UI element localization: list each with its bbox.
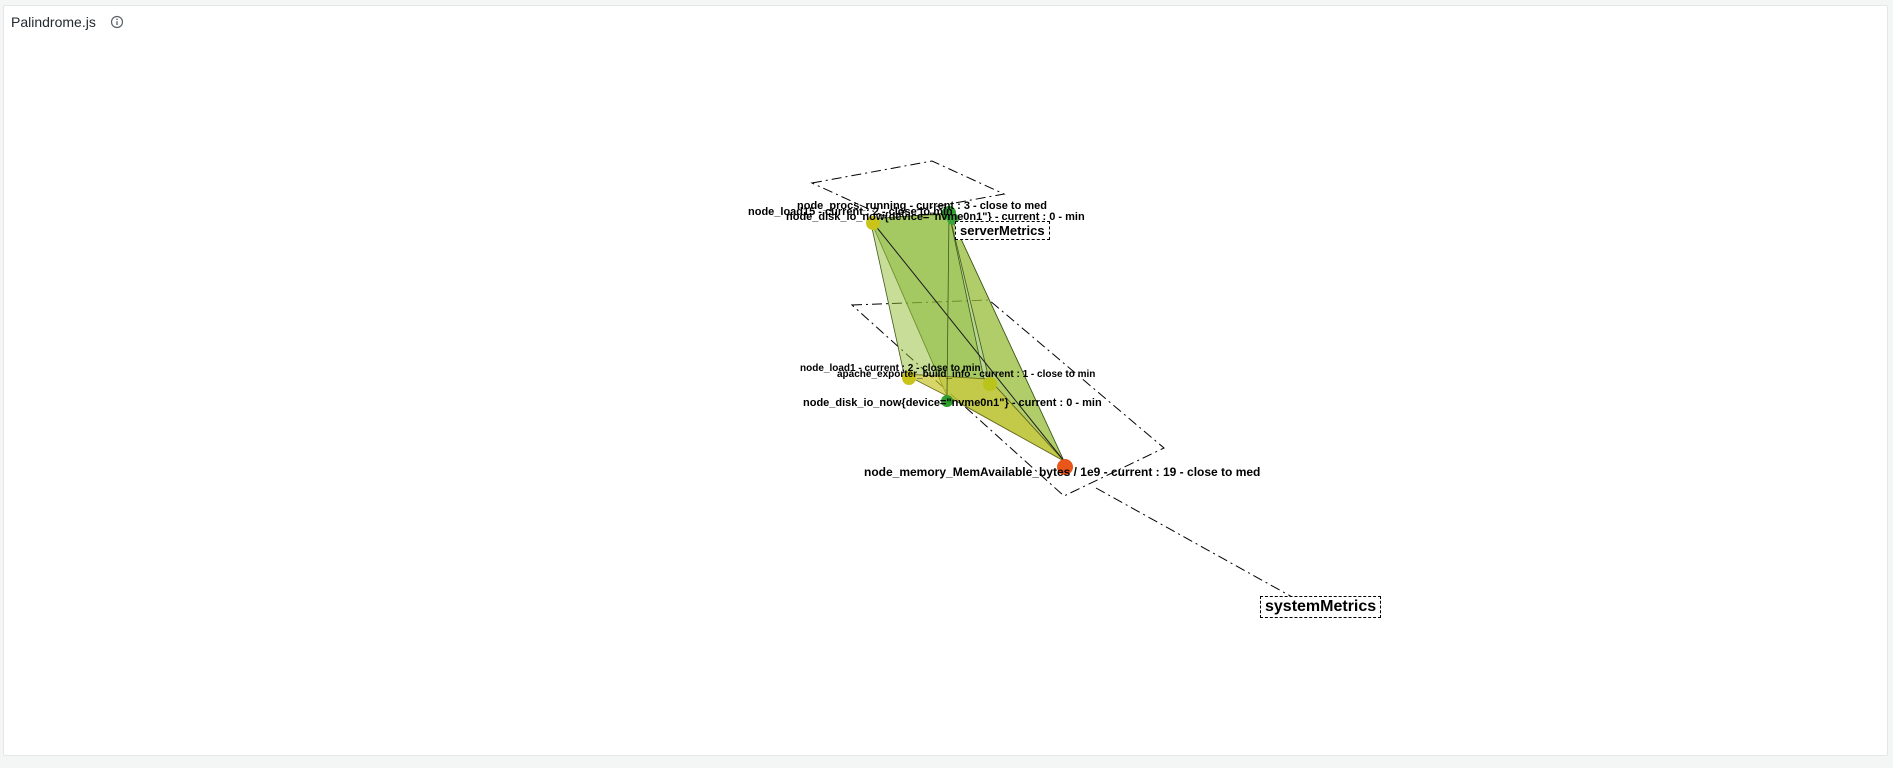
layer-label-server[interactable]: serverMetrics: [955, 221, 1050, 240]
panel-header: Palindrome.js: [4, 6, 124, 38]
metric-label-disk-io-bottom: node_disk_io_now{device="nvme0n1"} - cur…: [803, 397, 1102, 409]
metric-label-load15: node_load15 - current : 2 - close to min: [748, 206, 953, 218]
metric-sphere-mem-available[interactable]: [1057, 459, 1073, 475]
system-layer-plane: [850, 299, 1165, 497]
metric-label-disk-io-top: node_disk_io_now{device="nvme0n1"} - cur…: [786, 211, 1085, 223]
metric-label-load1: node_load1 - current : 2 - close to min: [800, 363, 981, 374]
metric-sphere-disk-io-bottom[interactable]: [941, 395, 953, 407]
metric-sphere-load15[interactable]: [866, 216, 880, 230]
panel-title: Palindrome.js: [11, 14, 96, 30]
prism-edge: [869, 218, 1065, 462]
metric-label-mem-available: node_memory_MemAvailable_bytes / 1e9 - c…: [864, 465, 1260, 479]
metric-sphere-apache[interactable]: [983, 377, 997, 391]
metric-label-procs-running: node_procs_running - current : 3 - close…: [797, 200, 1047, 212]
layer-label-system[interactable]: systemMetrics: [1260, 596, 1382, 618]
metric-label-apache: apache_exporter_build_info - current : 1…: [837, 369, 1095, 380]
page-footer-strip: [0, 756, 1893, 768]
palindrome-3d-view[interactable]: node_procs_running - current : 3 - close…: [4, 6, 1889, 757]
server-layer-plane: [810, 160, 1006, 217]
system-layer-link: [1095, 487, 1295, 599]
prism-edge: [946, 212, 950, 397]
info-icon[interactable]: [110, 15, 124, 29]
palindrome-panel: Palindrome.js node_procs_: [3, 5, 1888, 756]
metric-sphere-load1[interactable]: [902, 371, 916, 385]
